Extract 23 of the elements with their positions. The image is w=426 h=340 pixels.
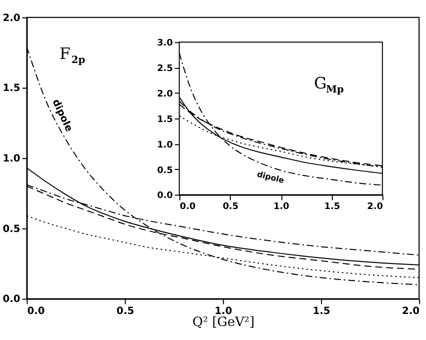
y-tick-label: 3.0	[157, 38, 173, 49]
x-tick-label: 0.5	[116, 306, 134, 318]
x-tick-label: 1.0	[214, 306, 232, 318]
x-axis-title: Q² [GeV²]	[192, 314, 254, 330]
x-tick-label: 1.0	[273, 202, 290, 212]
y-tick-label: 0.0	[157, 191, 173, 202]
y-tick-label: 1.0	[157, 140, 173, 150]
x-tick-label: 1.5	[324, 202, 340, 212]
y-tick-label: 1.0	[2, 154, 20, 165]
y-tick-label: 0.5	[2, 224, 20, 235]
x-tick-label: 2.0	[367, 202, 383, 212]
y-tick-label: 1.5	[2, 83, 20, 94]
x-tick-label: 1.5	[312, 306, 330, 318]
y-tick-label: 2.0	[157, 89, 173, 100]
y-tick-label: 0.0	[2, 294, 20, 306]
x-tick-label: 2.0	[402, 306, 420, 318]
x-tick-label: 0.0	[27, 306, 45, 318]
y-tick-label: 1.5	[157, 114, 173, 125]
y-tick-label: 2.5	[157, 64, 173, 74]
x-tick-label: 0.0	[180, 202, 196, 212]
y-tick-label: 2.0	[2, 12, 20, 24]
x-tick-label: 0.5	[222, 202, 238, 212]
y-tick-label: 0.5	[157, 166, 173, 176]
